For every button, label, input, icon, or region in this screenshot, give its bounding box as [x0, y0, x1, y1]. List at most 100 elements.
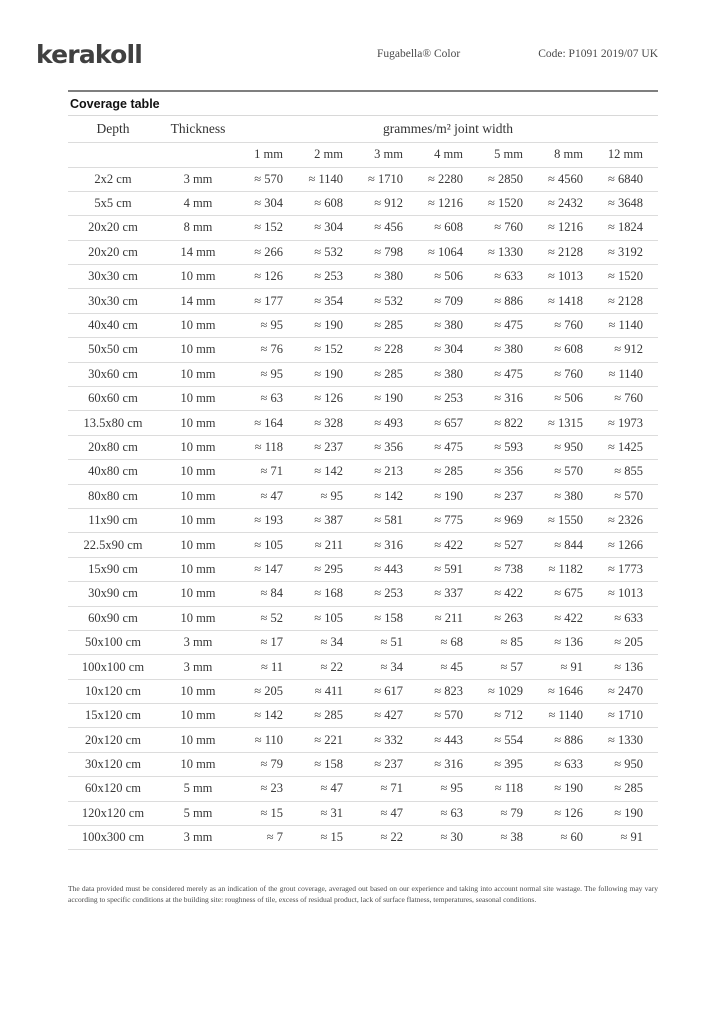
coverage-value-cell: ≈ 3648: [598, 191, 658, 217]
coverage-value-cell: ≈ 304: [298, 215, 358, 241]
coverage-value-cell: ≈ 237: [358, 752, 418, 778]
document-code: Code: P1091 2019/07 UK: [538, 48, 658, 60]
table-row: 15x120 cm 10 mm ≈ 142 ≈ 285 ≈ 427 ≈ 570 ≈ 712 ≈…: [68, 703, 658, 729]
coverage-value-cell: ≈ 2128: [598, 288, 658, 314]
coverage-value-cell: ≈ 285: [598, 776, 658, 802]
table-row: 20x20 cm 8 mm ≈ 152 ≈ 304 ≈ 456 ≈ 608 ≈ 760 ≈ 1…: [68, 215, 658, 241]
table-row: 60x90 cm 10 mm ≈ 52 ≈ 105 ≈ 158 ≈ 211 ≈ 263 ≈ 4…: [68, 606, 658, 631]
coverage-value-cell: ≈ 380: [358, 264, 418, 290]
coverage-value-cell: ≈ 285: [358, 313, 418, 339]
coverage-value-cell: ≈ 34: [298, 630, 358, 656]
depth-cell: 120x120 cm: [68, 801, 158, 827]
coverage-value-cell: ≈ 1824: [598, 215, 658, 241]
column-header-2mm: 2 mm: [298, 142, 358, 168]
depth-cell: 20x20 cm: [68, 215, 158, 241]
coverage-value-cell: ≈ 570: [238, 167, 298, 192]
coverage-value-cell: ≈ 969: [478, 508, 538, 534]
coverage-value-cell: ≈ 709: [418, 288, 478, 314]
depth-cell: 100x100 cm: [68, 654, 158, 680]
thickness-cell: 3 mm: [158, 630, 238, 656]
coverage-value-cell: ≈ 633: [478, 264, 538, 290]
coverage-value-cell: ≈ 3192: [598, 240, 658, 266]
coverage-value-cell: ≈ 475: [478, 362, 538, 388]
depth-cell: 30x120 cm: [68, 752, 158, 778]
coverage-value-cell: ≈ 1216: [538, 215, 598, 241]
coverage-value-cell: ≈ 158: [358, 606, 418, 631]
thickness-cell: 10 mm: [158, 386, 238, 412]
joint-width-header-row: 1 mm 2 mm 3 mm 4 mm 5 mm 8 mm 12 mm: [68, 142, 658, 168]
coverage-value-cell: ≈ 1266: [598, 532, 658, 558]
coverage-value-cell: ≈ 193: [238, 508, 298, 534]
coverage-value-cell: ≈ 15: [298, 825, 358, 851]
coverage-value-cell: ≈ 11: [238, 654, 298, 680]
coverage-value-cell: ≈ 427: [358, 703, 418, 729]
coverage-value-cell: ≈ 506: [418, 264, 478, 290]
coverage-value-cell: ≈ 79: [238, 752, 298, 778]
coverage-value-cell: ≈ 52: [238, 606, 298, 631]
coverage-value-cell: ≈ 387: [298, 508, 358, 534]
coverage-value-cell: ≈ 760: [598, 386, 658, 412]
thickness-cell: 3 mm: [158, 167, 238, 192]
coverage-value-cell: ≈ 152: [298, 337, 358, 363]
coverage-value-cell: ≈ 1029: [478, 679, 538, 705]
coverage-value-cell: ≈ 760: [538, 313, 598, 339]
coverage-value-cell: ≈ 84: [238, 581, 298, 607]
coverage-value-cell: ≈ 2850: [478, 167, 538, 192]
coverage-value-cell: ≈ 7: [238, 825, 298, 851]
coverage-value-cell: ≈ 950: [538, 435, 598, 461]
coverage-value-cell: ≈ 152: [238, 215, 298, 241]
depth-cell: 2x2 cm: [68, 167, 158, 192]
column-header-8mm: 8 mm: [538, 142, 598, 168]
column-header-5mm: 5 mm: [478, 142, 538, 168]
thickness-cell: 8 mm: [158, 215, 238, 241]
depth-cell: 15x120 cm: [68, 703, 158, 729]
depth-cell: 5x5 cm: [68, 191, 158, 217]
kerakoll-logo: kerakoll: [36, 40, 143, 69]
column-header-joint-width-group: grammes/m² joint width: [238, 116, 658, 143]
product-name: Fugabella® Color: [377, 48, 461, 60]
coverage-value-cell: ≈ 118: [238, 435, 298, 461]
coverage-value-cell: ≈ 190: [598, 801, 658, 827]
coverage-value-cell: ≈ 285: [358, 362, 418, 388]
coverage-value-cell: ≈ 30: [418, 825, 478, 851]
table-row: 20x80 cm 10 mm ≈ 118 ≈ 237 ≈ 356 ≈ 475 ≈ 593 ≈ …: [68, 435, 658, 461]
coverage-value-cell: ≈ 422: [418, 532, 478, 558]
coverage-value-cell: ≈ 1182: [538, 557, 598, 583]
coverage-value-cell: ≈ 1140: [538, 703, 598, 729]
coverage-value-cell: ≈ 760: [478, 215, 538, 241]
coverage-value-cell: ≈ 633: [538, 752, 598, 778]
coverage-value-cell: ≈ 1330: [478, 240, 538, 266]
coverage-value-cell: ≈ 15: [238, 801, 298, 827]
coverage-value-cell: ≈ 532: [298, 240, 358, 266]
coverage-value-cell: ≈ 886: [538, 727, 598, 753]
coverage-value-cell: ≈ 221: [298, 727, 358, 753]
coverage-value-cell: ≈ 1140: [598, 362, 658, 388]
coverage-value-cell: ≈ 1064: [418, 240, 478, 266]
depth-cell: 30x30 cm: [68, 288, 158, 314]
coverage-value-cell: ≈ 380: [538, 484, 598, 509]
coverage-value-cell: ≈ 57: [478, 654, 538, 680]
coverage-value-cell: ≈ 593: [478, 435, 538, 461]
coverage-value-cell: ≈ 22: [298, 654, 358, 680]
coverage-value-cell: ≈ 1140: [598, 313, 658, 339]
coverage-value-cell: ≈ 608: [538, 337, 598, 363]
coverage-table-body: 2x2 cm 3 mm ≈ 570 ≈ 1140 ≈ 1710 ≈ 2280 ≈ 2850 ≈…: [68, 167, 658, 851]
column-header-1mm: 1 mm: [238, 142, 298, 168]
coverage-value-cell: ≈ 1710: [598, 703, 658, 729]
thickness-cell: 10 mm: [158, 532, 238, 558]
coverage-value-cell: ≈ 798: [358, 240, 418, 266]
coverage-value-cell: ≈ 422: [478, 581, 538, 607]
coverage-value-cell: ≈ 738: [478, 557, 538, 583]
coverage-value-cell: ≈ 456: [358, 215, 418, 241]
coverage-value-cell: ≈ 855: [598, 459, 658, 485]
column-header-3mm: 3 mm: [358, 142, 418, 168]
coverage-value-cell: ≈ 328: [298, 410, 358, 436]
coverage-value-cell: ≈ 493: [358, 410, 418, 436]
coverage-value-cell: ≈ 22: [358, 825, 418, 851]
coverage-value-cell: ≈ 228: [358, 337, 418, 363]
coverage-value-cell: ≈ 105: [238, 532, 298, 558]
coverage-value-cell: ≈ 712: [478, 703, 538, 729]
coverage-value-cell: ≈ 17: [238, 630, 298, 656]
depth-cell: 20x120 cm: [68, 727, 158, 753]
depth-cell: 13.5x80 cm: [68, 410, 158, 436]
